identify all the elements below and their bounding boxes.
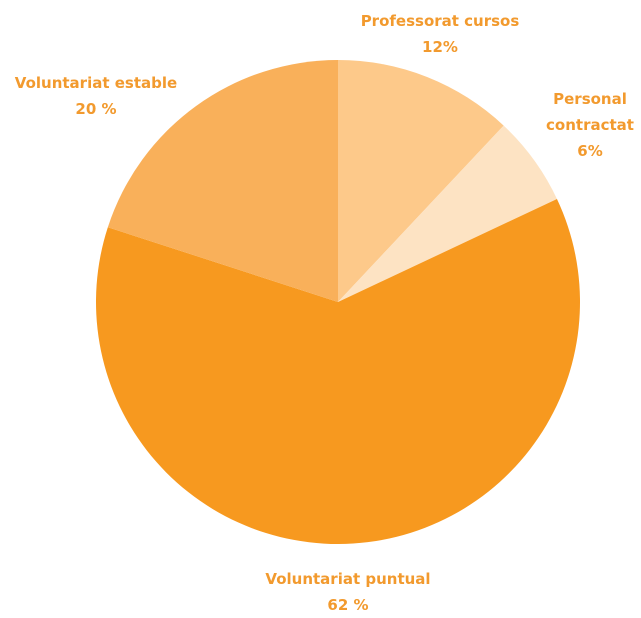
slice-label: Voluntariat puntual 62 % (238, 566, 458, 618)
category-label: Voluntariat estable (14, 74, 178, 92)
slice-label: Voluntariat estable 20 % (0, 70, 196, 122)
value-label: 6% (577, 142, 603, 160)
pie-slice (338, 125, 557, 302)
slice-label: Personal contractat 6% (540, 86, 640, 164)
slice-label: Professorat cursos 12% (340, 8, 540, 60)
category-label: Voluntariat puntual (265, 570, 431, 588)
category-label: Professorat cursos (360, 12, 520, 30)
value-label: 62 % (327, 596, 369, 614)
pie-slice (95, 198, 580, 545)
pie-slice (338, 60, 504, 302)
pie-slice (107, 60, 338, 302)
category-label: Personal contractat (546, 90, 634, 134)
value-label: 20 % (75, 100, 117, 118)
value-label: 12% (422, 38, 458, 56)
